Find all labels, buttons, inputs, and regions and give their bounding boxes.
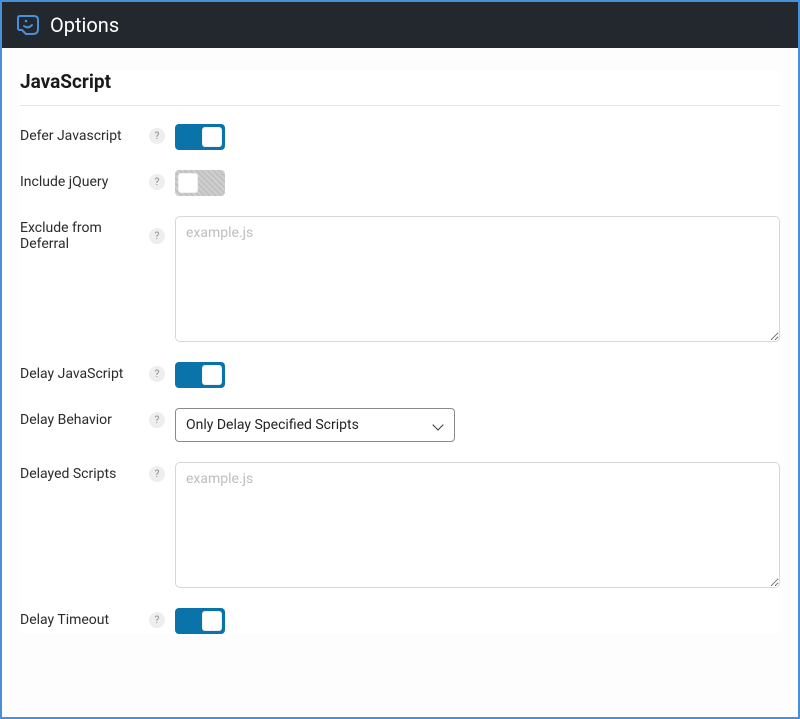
control-col — [175, 170, 780, 196]
help-icon[interactable]: ? — [149, 228, 165, 244]
help-icon[interactable]: ? — [149, 174, 165, 190]
label-col: Delay JavaScript ? — [20, 362, 175, 382]
help-icon[interactable]: ? — [149, 412, 165, 428]
app-logo-icon — [16, 13, 40, 37]
row-delay-behavior: Delay Behavior ? Only Delay Specified Sc… — [20, 408, 780, 442]
label-col: Delayed Scripts ? — [20, 462, 175, 482]
exclude-deferral-textarea[interactable] — [175, 216, 780, 342]
row-delayed-scripts: Delayed Scripts ? — [20, 462, 780, 588]
help-icon[interactable]: ? — [149, 366, 165, 382]
row-exclude-deferral: Exclude from Deferral ? — [20, 216, 780, 342]
toggle-knob — [202, 127, 222, 147]
toggle-knob — [202, 611, 222, 631]
chevron-down-icon — [432, 419, 444, 431]
control-col — [175, 124, 780, 150]
row-delay-timeout: Delay Timeout ? — [20, 608, 780, 634]
control-col — [175, 362, 780, 388]
include-jquery-label: Include jQuery — [20, 174, 143, 190]
label-col: Defer Javascript ? — [20, 124, 175, 144]
help-icon[interactable]: ? — [149, 128, 165, 144]
content-wrapper: JavaScript Defer Javascript ? Include jQ… — [2, 48, 798, 717]
delay-behavior-selected-value: Only Delay Specified Scripts — [186, 417, 359, 433]
help-icon[interactable]: ? — [149, 466, 165, 482]
header-bar: Options — [2, 2, 798, 48]
row-delay-javascript: Delay JavaScript ? — [20, 362, 780, 388]
delay-javascript-toggle[interactable] — [175, 362, 225, 388]
section-title: JavaScript — [20, 70, 780, 106]
defer-javascript-label: Defer Javascript — [20, 128, 143, 144]
delay-timeout-toggle[interactable] — [175, 608, 225, 634]
delay-javascript-label: Delay JavaScript — [20, 366, 143, 382]
toggle-knob — [202, 365, 222, 385]
control-col — [175, 462, 780, 588]
label-col: Exclude from Deferral ? — [20, 216, 175, 252]
label-col: Delay Behavior ? — [20, 408, 175, 428]
delay-behavior-label: Delay Behavior — [20, 412, 143, 428]
defer-javascript-toggle[interactable] — [175, 124, 225, 150]
settings-panel: JavaScript Defer Javascript ? Include jQ… — [20, 70, 780, 634]
control-col — [175, 608, 780, 634]
header-title: Options — [50, 13, 119, 37]
row-defer-javascript: Defer Javascript ? — [20, 124, 780, 150]
delayed-scripts-textarea[interactable] — [175, 462, 780, 588]
delayed-scripts-label: Delayed Scripts — [20, 466, 143, 482]
app-frame: Options JavaScript Defer Javascript ? — [0, 0, 800, 719]
control-col — [175, 216, 780, 342]
label-col: Delay Timeout ? — [20, 608, 175, 628]
help-icon[interactable]: ? — [149, 612, 165, 628]
delay-behavior-select[interactable]: Only Delay Specified Scripts — [175, 408, 455, 442]
control-col: Only Delay Specified Scripts — [175, 408, 780, 442]
toggle-knob — [178, 173, 198, 193]
include-jquery-toggle[interactable] — [175, 170, 225, 196]
label-col: Include jQuery ? — [20, 170, 175, 190]
exclude-deferral-label: Exclude from Deferral — [20, 220, 143, 252]
delay-timeout-label: Delay Timeout — [20, 612, 143, 628]
row-include-jquery: Include jQuery ? — [20, 170, 780, 196]
